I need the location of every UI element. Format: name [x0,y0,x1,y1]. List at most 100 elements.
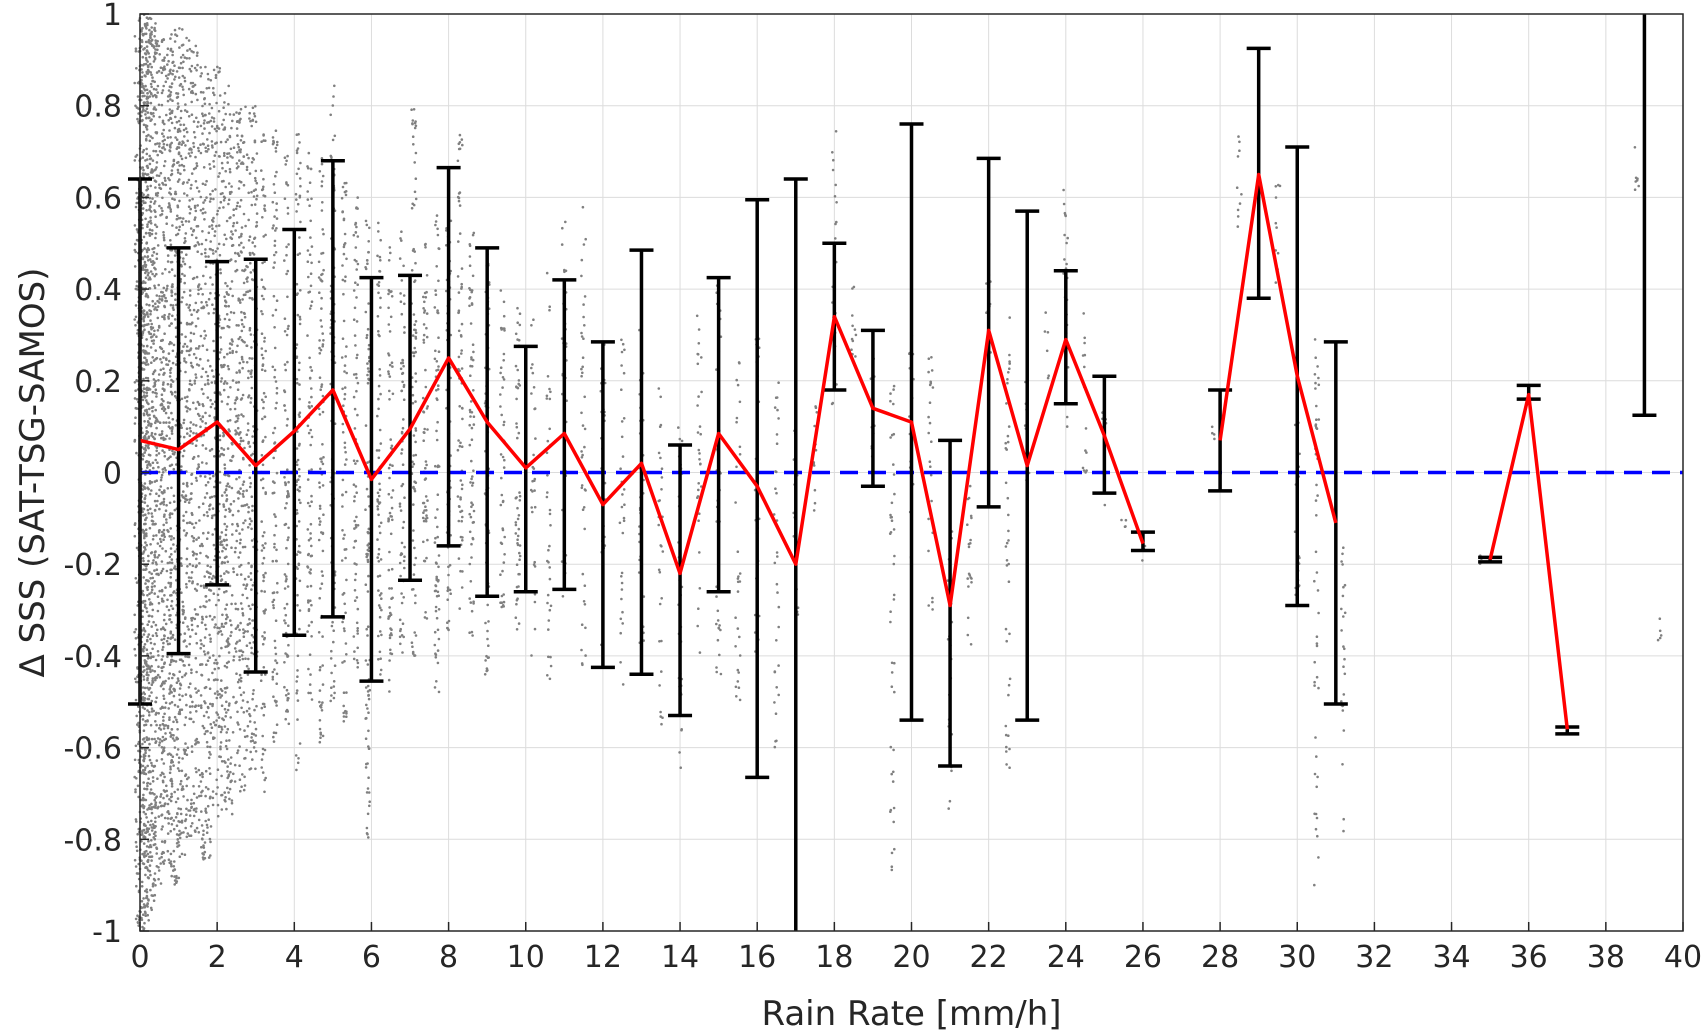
scatter-point [155,174,159,177]
scatter-point [142,48,145,51]
scatter-point [179,61,183,65]
scatter-point [154,561,158,564]
scatter-point [168,688,172,691]
scatter-point [276,591,279,594]
scatter-point [213,93,216,97]
scatter-point [172,343,176,347]
scatter-point [165,794,169,798]
scatter-point [209,640,212,643]
scatter-point [148,413,151,417]
scatter-point [246,422,250,425]
scatter-point [161,492,164,495]
scatter-point [189,430,193,433]
scatter-point [145,188,148,192]
scatter-point [161,272,164,275]
scatter-point [297,478,300,482]
scatter-point [297,520,301,523]
scatter-point [208,504,211,508]
scatter-point [170,604,173,608]
scatter-point [150,691,153,694]
scatter-point [250,519,253,523]
scatter-point [149,788,153,791]
scatter-point [240,785,243,788]
scatter-point [297,498,301,502]
scatter-point [295,343,299,346]
scatter-point [141,453,145,456]
scatter-point [209,637,212,640]
scatter-point [308,204,311,207]
scatter-point [379,668,383,672]
scatter-point [320,325,324,328]
scatter-point [274,731,278,735]
scatter-point [191,700,194,704]
scatter-point [187,87,191,91]
scatter-point [147,777,150,780]
scatter-point [141,552,145,555]
scatter-point [208,112,211,115]
scatter-point [248,445,252,448]
scatter-point [144,448,147,452]
scatter-point [150,737,154,741]
scatter-point [185,194,189,197]
scatter-point [147,899,150,902]
scatter-point [195,186,199,190]
scatter-point [145,164,149,168]
scatter-point [182,831,185,834]
scatter-point [208,614,212,618]
scatter-point [238,361,242,365]
scatter-point [162,523,165,527]
scatter-point [262,579,265,583]
scatter-point [183,237,187,240]
scatter-point [192,423,195,426]
scatter-point [145,338,148,341]
scatter-point [185,130,189,134]
scatter-point [146,820,150,824]
scatter-point [307,624,311,627]
scatter-point [164,679,167,683]
scatter-point [141,706,145,709]
scatter-point [153,550,157,554]
scatter-point [148,276,151,279]
scatter-point [310,494,313,498]
scatter-point [213,667,217,671]
scatter-point [162,697,166,700]
scatter-point [309,272,313,276]
scatter-point [274,515,277,518]
scatter-point [295,210,298,213]
scatter-point [193,382,197,385]
scatter-point [144,52,148,56]
scatter-point [196,467,199,471]
scatter-point [224,140,228,144]
scatter-point [212,160,215,163]
scatter-point [144,263,148,267]
scatter-point [167,608,171,612]
scatter-point [163,160,167,163]
scatter-point [175,720,179,724]
scatter-point [206,659,210,662]
scatter-point [190,113,194,116]
scatter-point [231,119,234,123]
scatter-point [156,316,160,320]
scatter-point [145,543,148,547]
scatter-point [364,266,367,269]
scatter-point [243,735,247,739]
scatter-point [319,736,322,739]
scatter-point [207,120,211,124]
scatter-point [153,826,156,829]
scatter-point [284,621,287,625]
scatter-point [203,636,207,639]
scatter-point [144,137,148,141]
scatter-point [272,183,276,186]
scatter-point [151,520,155,523]
scatter-point [208,508,211,511]
scatter-point [154,41,158,45]
scatter-point [185,531,189,535]
scatter-point [175,842,179,845]
scatter-point [146,64,150,67]
scatter-point [173,715,177,719]
scatter-point [298,742,302,745]
scatter-point [199,639,202,642]
scatter-point [263,531,266,534]
scatter-point [366,367,370,370]
scatter-point [356,632,360,635]
